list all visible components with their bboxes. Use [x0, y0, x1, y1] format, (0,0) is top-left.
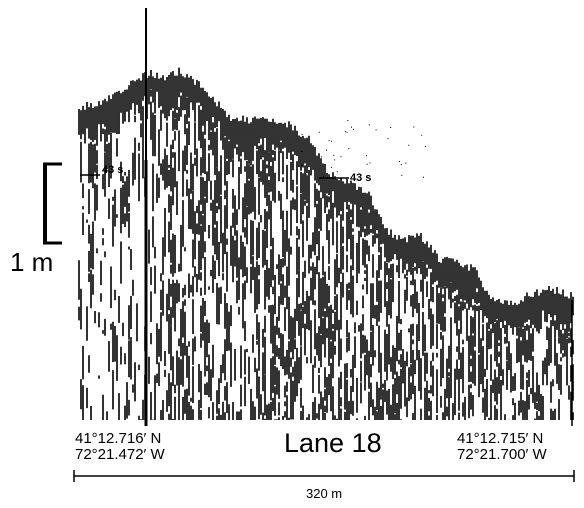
echo-returns	[78, 67, 574, 420]
end-latitude: 41°12.715′ N	[457, 430, 544, 447]
time-marker-right: 43 s	[350, 172, 372, 184]
water-column-noise	[301, 120, 426, 180]
lane-title: Lane 18	[284, 428, 382, 458]
annotation-lines	[43, 8, 575, 482]
time-marker-left: 43 s	[102, 164, 124, 176]
horizontal-scale-label: 320 m	[306, 486, 343, 501]
start-latitude: 41°12.716′ N	[75, 430, 162, 447]
vertical-scale-label: 1 m	[10, 247, 54, 277]
echo-returns-texture	[78, 67, 574, 420]
start-longitude: 72°21.472′ W	[75, 446, 165, 463]
end-longitude: 72°21.700′ W	[457, 446, 547, 463]
